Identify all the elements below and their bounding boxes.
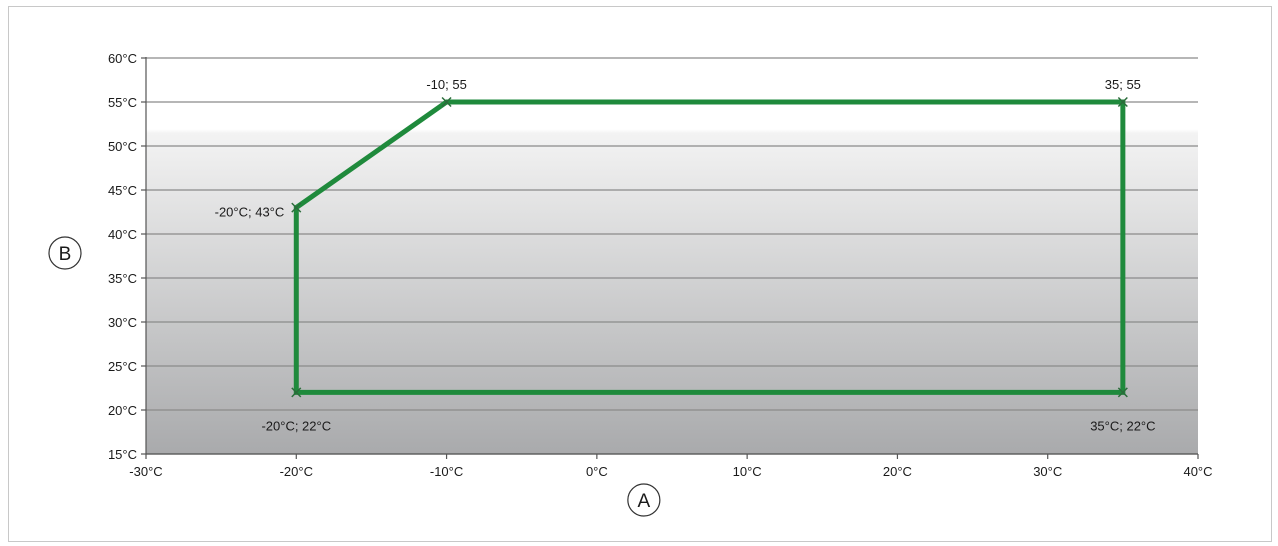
y-axis-badge: B bbox=[48, 236, 82, 270]
gridlines bbox=[146, 57, 1198, 455]
y-tick-label: 60°C bbox=[108, 51, 137, 66]
x-tick-label: -10°C bbox=[430, 464, 463, 479]
plot-background bbox=[146, 58, 1198, 454]
y-axis-label: B bbox=[59, 244, 72, 265]
data-point-marker bbox=[1117, 387, 1128, 398]
marker-stroke bbox=[291, 387, 302, 398]
data-label: 35; 55 bbox=[1105, 77, 1141, 92]
y-tick-label: 15°C bbox=[108, 447, 137, 462]
y-tick-label: 35°C bbox=[108, 271, 137, 286]
marker-stroke bbox=[291, 202, 302, 213]
x-tick-label: 40°C bbox=[1183, 464, 1212, 479]
y-tick-label: 55°C bbox=[108, 95, 137, 110]
data-point-marker bbox=[441, 96, 452, 108]
y-axis-badge-circle bbox=[48, 236, 82, 270]
markers-group bbox=[291, 96, 1128, 398]
data-label: -10; 55 bbox=[426, 77, 466, 92]
y-tick-label: 20°C bbox=[108, 403, 137, 418]
data-point-marker bbox=[291, 387, 302, 398]
x-axis-badge: A bbox=[627, 483, 661, 517]
data-label: 35°C; 22°C bbox=[1090, 418, 1155, 433]
x-tick-labels: -30°C -20°C -10°C 0°C 10°C 20°C 30°C 40°C bbox=[129, 464, 1212, 479]
y-tick-label: 50°C bbox=[108, 139, 137, 154]
series-line bbox=[293, 99, 1126, 395]
x-axis-badge-circle bbox=[627, 483, 661, 517]
y-tick-label: 45°C bbox=[108, 183, 137, 198]
x-tick-label: 0°C bbox=[586, 464, 608, 479]
x-tick-label: 30°C bbox=[1033, 464, 1062, 479]
x-tick-label: -30°C bbox=[129, 464, 162, 479]
marker-stroke bbox=[441, 96, 452, 108]
marker-stroke bbox=[1117, 96, 1128, 108]
x-axis-label: A bbox=[638, 491, 651, 512]
point-labels: -20°C; 22°C -20°C; 43°C -10; 55 35; 55 35°C;… bbox=[215, 77, 1156, 433]
series-group bbox=[293, 99, 1126, 395]
marker-stroke bbox=[1117, 387, 1128, 398]
x-tick-label: -20°C bbox=[280, 464, 313, 479]
axes bbox=[141, 57, 1199, 459]
x-tick-label: 10°C bbox=[733, 464, 762, 479]
chart-frame: 15°C 20°C 25°C 30°C 35°C 40°C 45°C 50°C 55°C 60°C… bbox=[8, 6, 1272, 542]
data-label: -20°C; 43°C bbox=[215, 205, 285, 220]
chart-svg: 15°C 20°C 25°C 30°C 35°C 40°C 45°C 50°C 55°C 60°C… bbox=[48, 51, 1213, 517]
y-tick-label: 30°C bbox=[108, 315, 137, 330]
x-tick-label: 20°C bbox=[883, 464, 912, 479]
y-tick-labels: 15°C 20°C 25°C 30°C 35°C 40°C 45°C 50°C 55°C 60°C bbox=[108, 51, 137, 462]
data-point-marker bbox=[1117, 96, 1128, 108]
data-label: -20°C; 22°C bbox=[261, 418, 331, 433]
data-point-marker bbox=[291, 202, 302, 213]
y-tick-label: 40°C bbox=[108, 227, 137, 242]
y-tick-label: 25°C bbox=[108, 359, 137, 374]
